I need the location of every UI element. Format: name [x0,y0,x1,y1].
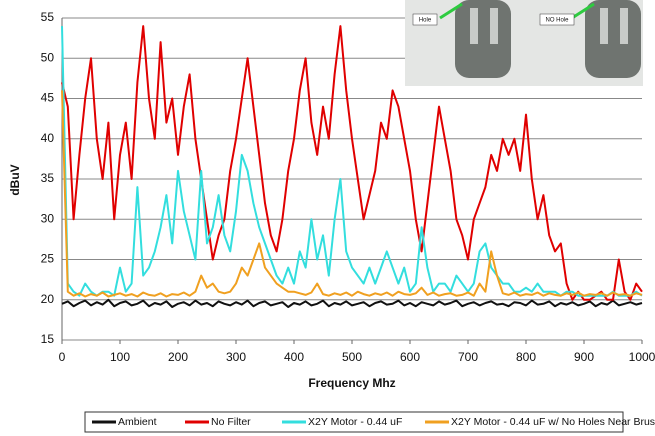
series-line [61,25,643,301]
y-tick-label: 40 [41,131,55,145]
y-tick-label: 15 [41,332,55,346]
inset-label: NO Hole [545,18,569,24]
legend-box [84,411,624,433]
x-tick-label: 500 [342,350,362,364]
motor-slot [620,8,628,44]
y-tick-label: 25 [41,252,55,266]
x-tick-label: 700 [458,350,478,364]
y-axis-label: dBuV [8,164,22,195]
x-tick-label: 600 [400,350,420,364]
arrow [571,2,595,20]
x-tick-label: 0 [59,350,66,364]
x-tick-label: 900 [574,350,594,364]
y-tick-label: 30 [41,211,55,225]
legend-label: X2Y Motor - 0.44 uF w/ No Holes Near Bru… [451,416,655,428]
series-line [61,90,643,298]
motor [585,0,641,78]
x-tick-label: 800 [516,350,536,364]
legend-label: Ambient [118,416,157,428]
inset-label: Hole [419,18,432,24]
x-tick-label: 200 [168,350,188,364]
legend-label: No Filter [211,416,251,428]
y-tick-label: 20 [41,292,55,306]
motor-slot [490,8,498,44]
x-tick-label: 300 [226,350,246,364]
inset-photo: Hole NO Hole [405,0,643,86]
y-tick-label: 50 [41,50,55,64]
x-tick-label: 1000 [629,350,655,364]
y-tick-label: 35 [41,171,55,185]
arrow [439,2,463,20]
x-tick-label: 400 [284,350,304,364]
motor-slot [470,8,478,44]
x-axis-label: Frequency Mhz [308,376,395,390]
x-tick-label: 100 [110,350,130,364]
series-line [61,26,643,297]
label-box [412,13,438,26]
motor [455,0,511,78]
y-tick-label: 55 [41,10,55,24]
series-line [61,298,643,308]
legend-label: X2Y Motor - 0.44 uF [308,416,402,428]
y-tick-label: 45 [41,91,55,105]
label-box [539,13,575,26]
motor-slot [600,8,608,44]
